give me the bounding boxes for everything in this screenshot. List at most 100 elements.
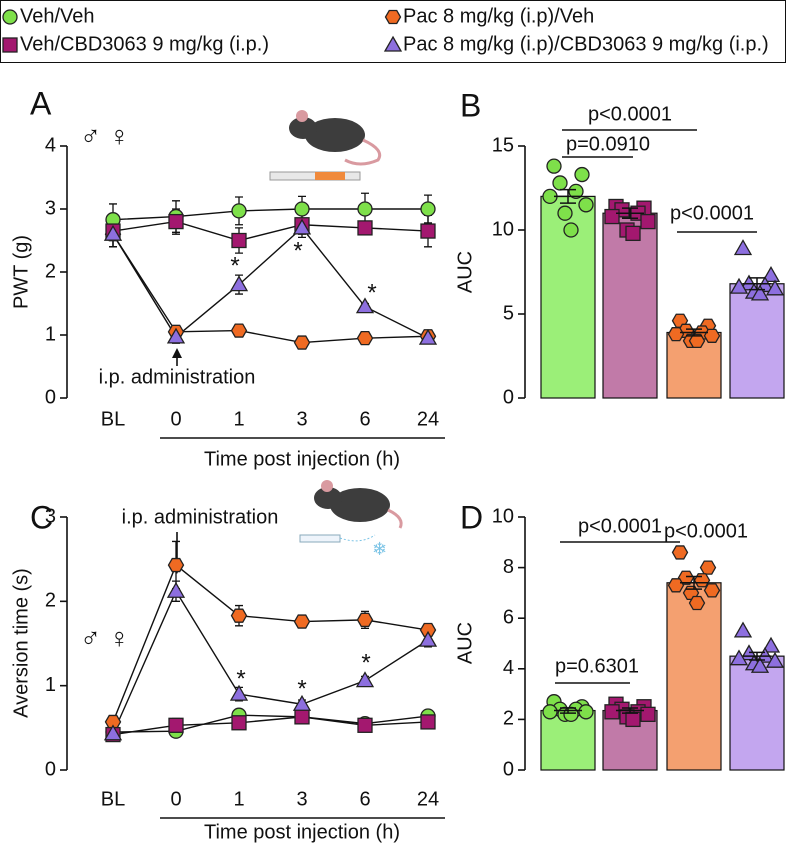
bar [729,283,785,399]
y-tick-label: 4 [45,134,56,156]
bar [666,582,722,771]
legend-marker [383,35,403,52]
y-tick-label: 15 [492,134,514,156]
data-point [229,684,249,701]
x-tick-label: 0 [170,408,181,430]
data-point [640,213,656,230]
data-point [230,323,248,338]
p-value: p<0.0001 [578,515,662,537]
data-point [357,201,373,217]
y-tick-label: 0 [503,386,514,408]
series-line [112,714,429,733]
x-axis-label: Time post injection (h) [204,821,400,843]
x-tick-label: BL [101,788,125,810]
data-point [765,651,785,668]
x-tick-label: 0 [170,788,181,810]
data-point [294,709,310,725]
p-value: p=0.6301 [555,655,639,677]
error-bar [743,277,771,291]
legend-marker [2,9,18,25]
data-point [729,277,749,294]
y-tick-label: 2 [45,260,56,282]
data-point [750,656,770,673]
y-tick-label: 5 [503,302,514,324]
data-point [231,715,247,731]
data-point [677,570,695,585]
data-point [230,608,248,623]
data-point [356,612,374,628]
series-line [112,716,429,736]
data-point [420,201,436,217]
data-point [168,717,184,733]
error-bar [554,707,582,714]
data-point [552,175,568,191]
panel-letter: D [460,499,483,535]
data-point [578,197,594,213]
data-point [563,222,579,238]
series-line [112,563,429,723]
data-point [703,328,721,343]
series-line [112,208,428,221]
svg-text:❄: ❄ [372,539,387,559]
data-point [542,704,558,720]
x-tick-label: 24 [417,788,439,810]
x-tick-label: 3 [296,788,307,810]
error-bar [743,651,771,661]
data-point [293,614,311,629]
error-bar [554,188,582,204]
data-point [688,595,706,611]
y-tick-label: 3 [45,197,56,219]
y-tick-label: 2 [503,708,514,730]
legend-label: Veh/CBD3063 9 mg/kg (i.p.) [20,33,269,55]
series-line [112,589,429,735]
legend-marker [384,9,402,25]
bar [729,655,785,771]
data-point [688,333,706,349]
panel-letter: A [30,85,52,121]
data-point [604,208,620,225]
data-point [167,557,185,573]
data-point [166,581,186,598]
y-tick-label: 8 [503,556,514,578]
y-tick-label: 2 [45,590,56,612]
data-point [755,646,775,663]
x-tick-label: 1 [233,408,244,430]
data-point [355,671,375,688]
data-point [574,166,590,183]
data-point [733,621,753,638]
error-bar [680,575,708,590]
data-point [578,704,594,720]
data-point [294,201,310,217]
data-point [166,327,186,344]
data-point [604,704,620,720]
data-point [699,560,717,575]
data-point [418,630,438,647]
data-point [568,183,584,200]
p-value: p=0.0910 [566,133,650,155]
data-point [761,266,781,283]
significance-star: * [293,237,302,264]
data-point [671,545,689,560]
x-tick-label: 3 [296,408,307,430]
data-point [765,279,785,296]
data-point [563,706,579,722]
data-point [231,232,247,249]
y-tick-label: 6 [503,606,514,628]
data-point [355,297,375,314]
data-point [229,275,249,292]
data-point [356,331,374,346]
error-bar [616,207,644,219]
data-point [231,203,247,219]
p-value: p<0.0001 [588,103,672,125]
data-point [168,213,184,230]
p-value: p<0.0001 [664,520,748,542]
data-point [761,636,781,653]
y-tick-label: 1 [45,323,56,345]
x-tick-label: 6 [359,788,370,810]
data-point [103,224,123,241]
significance-star: * [297,675,306,702]
arrow-head [172,348,182,358]
y-tick-label: 0 [45,758,56,780]
x-tick-label: 6 [359,408,370,430]
error-bar [616,707,644,714]
